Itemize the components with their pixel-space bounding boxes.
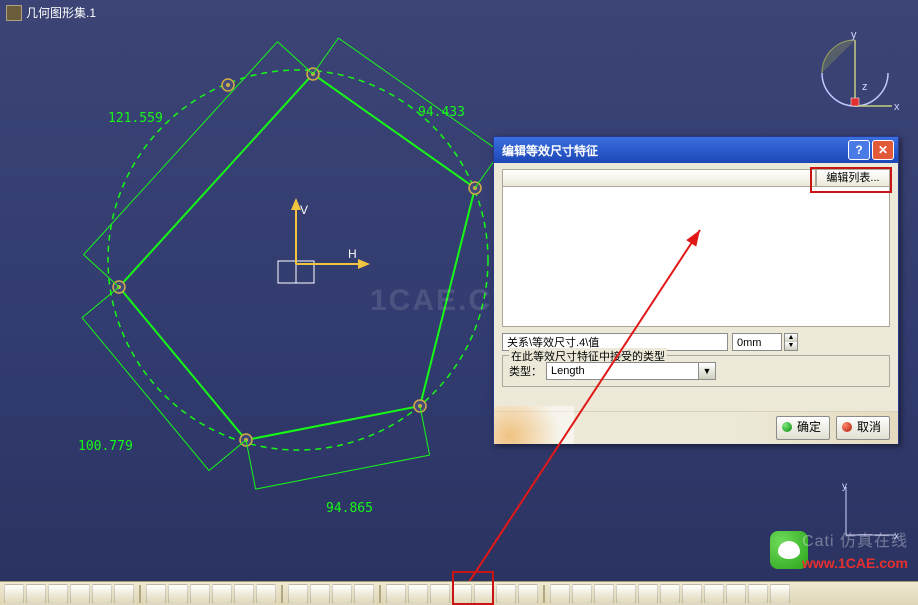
svg-text:V: V bbox=[300, 203, 308, 217]
tool-button[interactable] bbox=[682, 584, 702, 604]
dialog-footer: 确定 取消 bbox=[494, 411, 898, 444]
bottom-toolbar bbox=[0, 581, 918, 605]
compass-y-label: y bbox=[851, 29, 857, 41]
svg-text:100.779: 100.779 bbox=[78, 439, 133, 454]
edit-equiv-dim-dialog: 编辑等效尺寸特征 ? ✕ 编辑列表... 关系\等效尺寸.4\值 0mm ▲ ▼ bbox=[493, 136, 899, 444]
dialog-body: 编辑列表... 关系\等效尺寸.4\值 0mm ▲ ▼ 在此等效尺寸特征中接受的… bbox=[494, 163, 898, 411]
tool-button[interactable] bbox=[616, 584, 636, 604]
tool-button[interactable] bbox=[408, 584, 428, 604]
list-body[interactable] bbox=[502, 187, 890, 327]
type-value: Length bbox=[551, 365, 585, 377]
ok-button[interactable]: 确定 bbox=[776, 416, 830, 440]
list-header: 编辑列表... bbox=[502, 169, 890, 187]
tool-button[interactable] bbox=[4, 584, 24, 604]
tool-button[interactable] bbox=[288, 584, 308, 604]
spin-up-icon[interactable]: ▲ bbox=[785, 334, 797, 342]
tool-button[interactable] bbox=[92, 584, 112, 604]
tool-button[interactable] bbox=[704, 584, 724, 604]
separator bbox=[379, 585, 381, 603]
type-select[interactable]: Length ▼ bbox=[546, 362, 716, 380]
tool-button[interactable] bbox=[332, 584, 352, 604]
tool-button[interactable] bbox=[430, 584, 450, 604]
dialog-title: 编辑等效尺寸特征 bbox=[502, 142, 598, 159]
separator bbox=[139, 585, 141, 603]
svg-text:y: y bbox=[842, 481, 847, 492]
dialog-titlebar[interactable]: 编辑等效尺寸特征 ? ✕ bbox=[494, 137, 898, 163]
tool-button[interactable] bbox=[748, 584, 768, 604]
ok-dot-icon bbox=[782, 422, 792, 432]
tool-button[interactable] bbox=[70, 584, 90, 604]
list-column-blank bbox=[502, 169, 816, 187]
tool-button[interactable] bbox=[114, 584, 134, 604]
spin-down-icon[interactable]: ▼ bbox=[785, 342, 797, 350]
tool-button[interactable] bbox=[594, 584, 614, 604]
cancel-dot-icon bbox=[842, 422, 852, 432]
tool-button[interactable] bbox=[638, 584, 658, 604]
cad-viewport: 几何图形集.1 VH121.55994.433100.77994.865 1CA… bbox=[0, 0, 918, 581]
compass-widget[interactable]: x y z bbox=[810, 28, 900, 118]
watermark-url: www.1CAE.com bbox=[802, 555, 908, 571]
tool-button[interactable] bbox=[234, 584, 254, 604]
help-button[interactable]: ? bbox=[848, 140, 870, 160]
separator bbox=[543, 585, 545, 603]
value-spinner[interactable]: ▲ ▼ bbox=[784, 333, 798, 351]
tool-button[interactable] bbox=[550, 584, 570, 604]
svg-text:H: H bbox=[348, 247, 357, 261]
close-button[interactable]: ✕ bbox=[872, 140, 894, 160]
list-panel: 编辑列表... bbox=[502, 169, 890, 329]
tool-button[interactable] bbox=[452, 584, 472, 604]
edit-list-button[interactable]: 编辑列表... bbox=[816, 169, 890, 187]
type-fieldset: 在此等效尺寸特征中接受的类型 类型： Length ▼ bbox=[502, 355, 890, 387]
tool-button[interactable] bbox=[190, 584, 210, 604]
compass-x-label: x bbox=[894, 101, 900, 113]
svg-text:94.433: 94.433 bbox=[418, 105, 465, 120]
tool-button[interactable] bbox=[48, 584, 68, 604]
svg-text:121.559: 121.559 bbox=[108, 111, 163, 126]
tool-button[interactable] bbox=[386, 584, 406, 604]
tool-button[interactable] bbox=[168, 584, 188, 604]
tool-button[interactable] bbox=[496, 584, 516, 604]
chevron-down-icon[interactable]: ▼ bbox=[698, 363, 715, 379]
cancel-button[interactable]: 取消 bbox=[836, 416, 890, 440]
tool-button[interactable] bbox=[726, 584, 746, 604]
compass-z-label: z bbox=[862, 81, 868, 93]
tool-button[interactable] bbox=[770, 584, 790, 604]
tool-button[interactable] bbox=[660, 584, 680, 604]
tool-button[interactable] bbox=[212, 584, 232, 604]
watermark-brand: Cati 仿真在线 bbox=[802, 527, 908, 551]
value-field[interactable]: 0mm bbox=[732, 333, 782, 351]
tool-button[interactable] bbox=[354, 584, 374, 604]
type-label: 类型： bbox=[509, 363, 542, 379]
tool-button[interactable] bbox=[310, 584, 330, 604]
tool-button[interactable] bbox=[474, 584, 494, 604]
tool-button[interactable] bbox=[256, 584, 276, 604]
separator bbox=[281, 585, 283, 603]
tool-button[interactable] bbox=[518, 584, 538, 604]
svg-text:94.865: 94.865 bbox=[326, 501, 373, 516]
tool-button[interactable] bbox=[572, 584, 592, 604]
tool-button[interactable] bbox=[26, 584, 46, 604]
tool-button[interactable] bbox=[146, 584, 166, 604]
